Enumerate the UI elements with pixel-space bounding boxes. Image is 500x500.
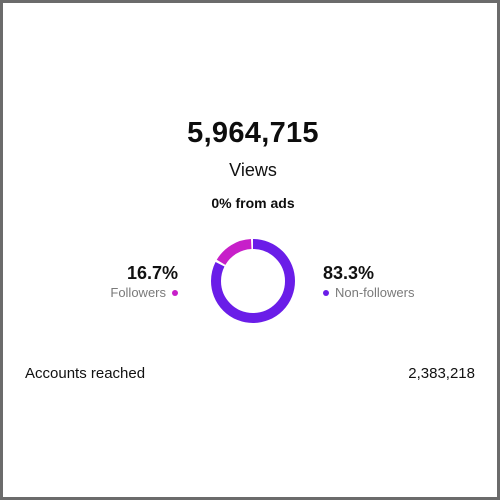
followers-stat: 16.7% Followers xyxy=(110,262,178,302)
ads-share-note: 0% from ads xyxy=(211,195,295,211)
non-followers-legend-label: Non-followers xyxy=(335,285,415,300)
followers-legend-dot xyxy=(172,289,178,296)
followers-percent: 16.7% xyxy=(126,263,178,283)
non-followers-legend-dot xyxy=(323,289,329,296)
audience-donut-chart xyxy=(211,239,295,323)
accounts-reached-row: Accounts reached 2,383,218 xyxy=(25,365,475,385)
views-label: Views xyxy=(229,160,277,180)
accounts-reached-value: 2,383,218 xyxy=(408,365,475,382)
non-followers-stat: 83.3% Non-followers xyxy=(323,262,414,302)
followers-legend-label: Followers xyxy=(110,285,166,300)
accounts-reached-label: Accounts reached xyxy=(25,365,146,382)
views-total: 5,964,715 xyxy=(187,117,319,149)
followers-legend: Followers xyxy=(110,284,178,302)
non-followers-percent: 83.3% xyxy=(323,263,375,283)
non-followers-arc xyxy=(211,239,295,323)
non-followers-legend: Non-followers xyxy=(323,284,414,302)
